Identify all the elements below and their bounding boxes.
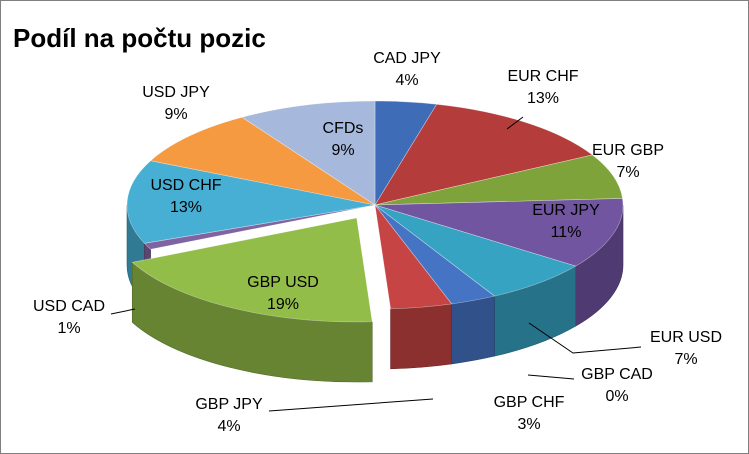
category-label-cfds: CFDs bbox=[323, 120, 364, 137]
leader-line-gbp-jpy bbox=[268, 398, 434, 412]
value-label-gbp-usd: 19% bbox=[267, 296, 299, 313]
pie-side-gbp-chf bbox=[451, 295, 495, 365]
pie-slice-usd-jpy bbox=[149, 116, 376, 206]
pie-slice-eur-jpy bbox=[374, 198, 624, 267]
value-label-cfds: 9% bbox=[331, 142, 354, 159]
value-label-eur-jpy: 11% bbox=[551, 224, 582, 241]
category-label-eur-gbp: EUR GBP bbox=[592, 142, 664, 159]
value-label-eur-chf: 13% bbox=[527, 90, 559, 107]
leader-line-usd-cad bbox=[110, 308, 136, 315]
category-label-eur-usd: EUR USD bbox=[650, 329, 722, 346]
value-label-usd-chf: 13% bbox=[170, 199, 202, 216]
category-label-eur-chf: EUR CHF bbox=[507, 68, 578, 85]
category-label-gbp-jpy: GBP JPY bbox=[195, 396, 263, 413]
category-label-usd-cad: USD CAD bbox=[33, 298, 105, 315]
pie-side-gbp-jpy bbox=[390, 303, 452, 370]
leader-line-gbp-cad bbox=[527, 374, 575, 380]
leader-line-eur-chf bbox=[506, 116, 524, 130]
value-label-usd-cad: 1% bbox=[57, 320, 80, 337]
value-label-usd-jpy: 9% bbox=[164, 106, 187, 123]
pie-slice-gbp-usd bbox=[131, 217, 373, 323]
category-label-gbp-usd: GBP USD bbox=[247, 274, 319, 291]
pie-slice-usd-chf bbox=[126, 160, 376, 244]
category-label-usd-jpy: USD JPY bbox=[142, 84, 210, 101]
value-label-eur-gbp: 7% bbox=[616, 164, 639, 181]
category-label-gbp-cad: GBP CAD bbox=[581, 366, 653, 383]
value-label-eur-usd: 7% bbox=[674, 351, 697, 368]
category-label-usd-chf: USD CHF bbox=[150, 177, 221, 194]
category-label-cad-jpy: CAD JPY bbox=[373, 50, 441, 67]
pie-slice-gbp-jpy bbox=[374, 203, 453, 310]
value-label-gbp-jpy: 4% bbox=[217, 418, 240, 435]
value-label-gbp-chf: 3% bbox=[517, 416, 540, 433]
pie-slice-cfds bbox=[241, 100, 376, 206]
value-label-gbp-cad: 0% bbox=[605, 388, 628, 405]
pie-slice-eur-gbp bbox=[374, 154, 623, 206]
chart-title: Podíl na počtu pozic bbox=[13, 23, 266, 53]
pie-slice-eur-usd bbox=[374, 204, 577, 297]
category-label-eur-jpy: EUR JPY bbox=[532, 202, 600, 219]
value-label-cad-jpy: 4% bbox=[395, 72, 418, 89]
category-label-gbp-chf: GBP CHF bbox=[494, 394, 565, 411]
leader-line-eur-usd bbox=[528, 322, 642, 354]
pie-slice-eur-chf bbox=[374, 103, 594, 206]
